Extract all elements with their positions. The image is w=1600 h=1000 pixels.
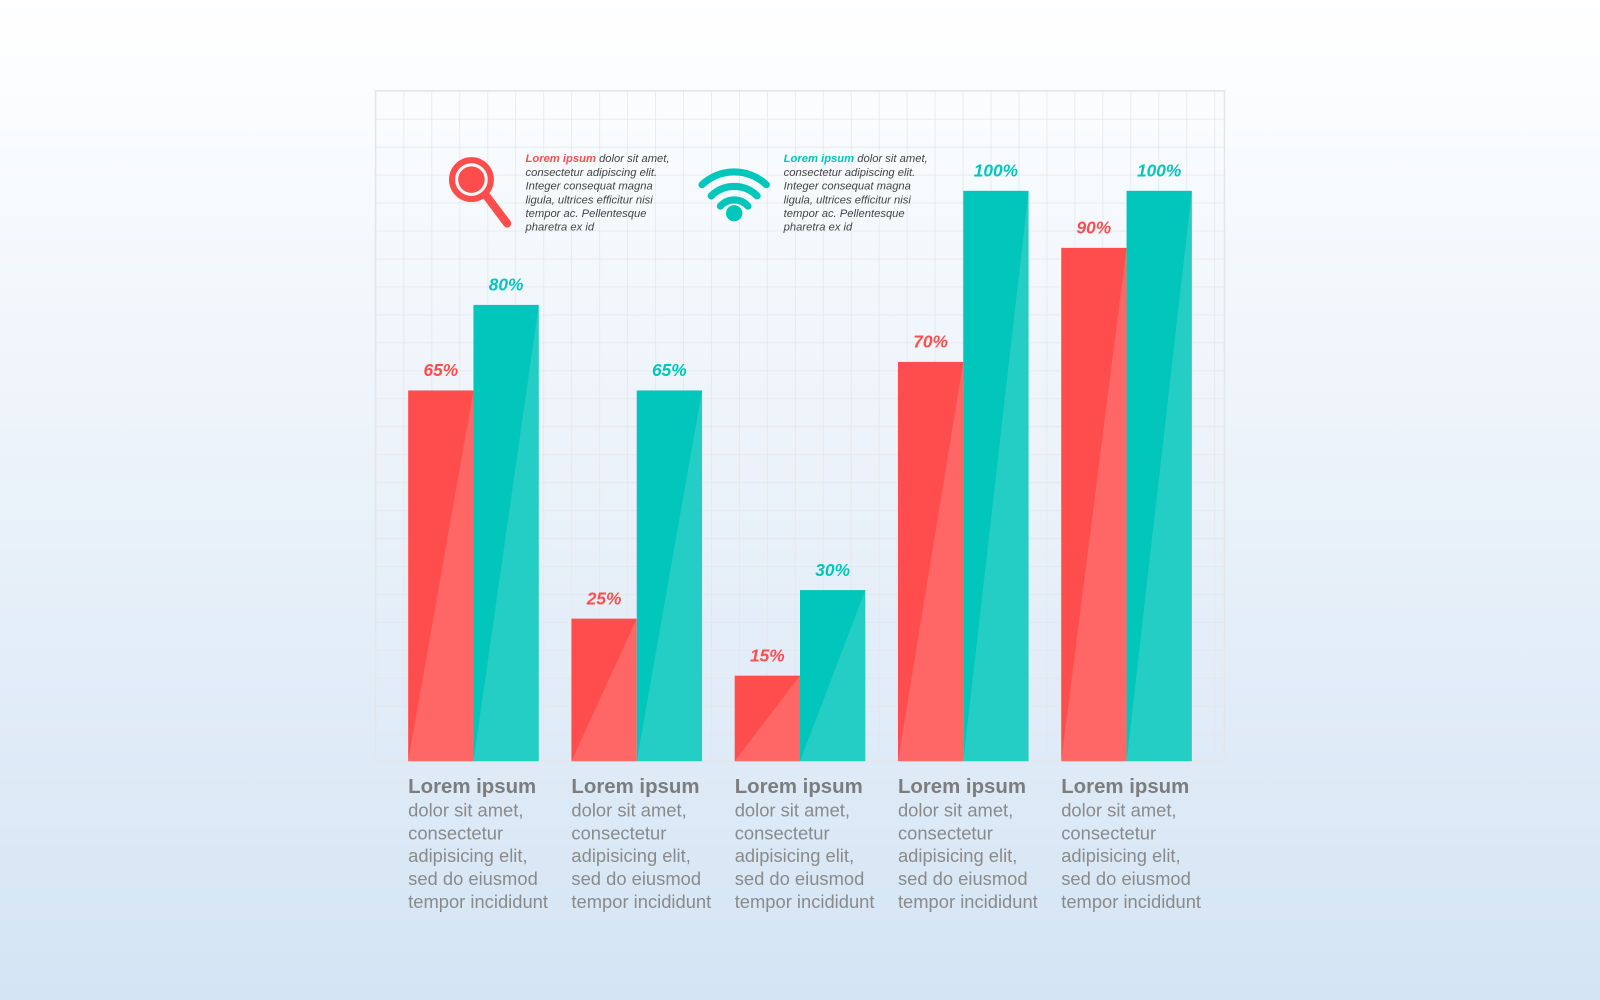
bar: [408, 390, 474, 762]
bar: [571, 618, 637, 762]
annotation-text: tempor ac. Pellentesque: [526, 208, 647, 220]
bar: [963, 190, 1029, 762]
annotation: Lorem ipsum dolor sit amet,: [784, 153, 928, 165]
category-description: dolor sit amet,: [408, 799, 523, 820]
bar: [734, 675, 800, 762]
value-label: 25%: [586, 588, 622, 608]
category-description: consectetur: [1061, 822, 1156, 843]
category-description: tempor incididunt: [1061, 891, 1201, 912]
category-description: dolor sit amet,: [571, 799, 686, 820]
category-description: consectetur: [408, 822, 503, 843]
value-label: 30%: [815, 560, 850, 580]
search-icon: [448, 157, 512, 228]
category-description: sed do eiusmod: [735, 868, 865, 889]
category-description: sed do eiusmod: [408, 868, 538, 889]
category-description: sed do eiusmod: [898, 868, 1028, 889]
category-description: tempor incididunt: [408, 891, 548, 912]
bar: [897, 361, 964, 762]
bar: [1061, 247, 1127, 762]
category-description: consectetur: [735, 822, 830, 843]
annotation-text: ligula, ultrices efficitur nisi: [526, 194, 654, 206]
annotation-text: consectetur adipiscing elit.: [526, 167, 658, 179]
annotation-text: consectetur adipiscing elit.: [784, 167, 916, 179]
bar-shine: [897, 361, 964, 762]
category-description: consectetur: [898, 822, 993, 843]
annotation-text: tempor ac. Pellentesque: [784, 208, 905, 220]
category-description: tempor incididunt: [571, 891, 711, 912]
annotation-text: pharetra ex id: [525, 222, 595, 234]
annotation-title: Lorem ipsum: [784, 153, 854, 165]
bar: [1126, 190, 1192, 762]
annotation-text: pharetra ex id: [783, 222, 853, 234]
value-label: 65%: [652, 360, 687, 380]
category-description: adipisicing elit,: [1061, 845, 1180, 866]
annotation-text: dolor sit amet,: [596, 153, 670, 165]
annotation-text: Integer consequat magna: [784, 181, 911, 193]
category-title: Lorem ipsum: [735, 776, 863, 798]
category-description: sed do eiusmod: [1061, 868, 1191, 889]
annotation: Lorem ipsum dolor sit amet,: [526, 153, 670, 165]
value-label: 100%: [1137, 161, 1181, 181]
bar: [473, 304, 539, 762]
category-description: tempor incididunt: [735, 891, 875, 912]
category-title: Lorem ipsum: [898, 776, 1026, 798]
value-label: 70%: [913, 332, 948, 352]
category-description: dolor sit amet,: [735, 799, 850, 820]
category-description: adipisicing elit,: [408, 845, 527, 866]
wifi-icon: [698, 168, 770, 222]
category-title: Lorem ipsum: [1061, 776, 1189, 798]
bar: [800, 590, 866, 762]
category-description: adipisicing elit,: [735, 845, 854, 866]
category-title: Lorem ipsum: [571, 776, 699, 798]
category-title: Lorem ipsum: [408, 776, 536, 798]
bar-shine: [408, 390, 474, 762]
value-label: 15%: [750, 645, 785, 665]
category-description: consectetur: [571, 822, 666, 843]
bar-shine: [1061, 247, 1127, 762]
value-label: 65%: [423, 360, 458, 380]
value-label: 100%: [974, 161, 1018, 181]
category-description: tempor incididunt: [898, 891, 1038, 912]
category-description: dolor sit amet,: [898, 799, 1013, 820]
annotation-text: Integer consequat magna: [526, 181, 653, 193]
category-description: adipisicing elit,: [571, 845, 690, 866]
category-description: sed do eiusmod: [571, 868, 701, 889]
category-description: adipisicing elit,: [898, 845, 1017, 866]
value-label: 80%: [489, 275, 524, 295]
bar-shine: [571, 618, 637, 762]
annotation-text: ligula, ultrices efficitur nisi: [784, 194, 912, 206]
annotation-title: Lorem ipsum: [526, 153, 596, 165]
bar: [636, 390, 703, 762]
category-description: dolor sit amet,: [1061, 799, 1176, 820]
value-label: 90%: [1077, 218, 1112, 238]
annotation-text: dolor sit amet,: [854, 153, 928, 165]
